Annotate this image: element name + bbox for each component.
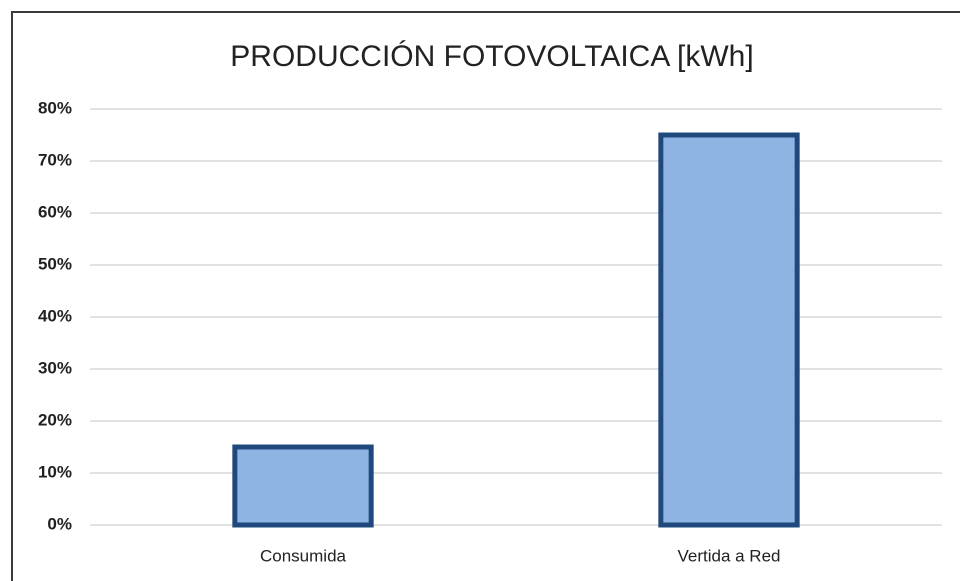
y-tick-label: 70% bbox=[38, 150, 72, 169]
chart-title: PRODUCCIÓN FOTOVOLTAICA [kWh] bbox=[230, 40, 753, 73]
y-tick-label: 50% bbox=[38, 254, 72, 273]
y-tick-label: 30% bbox=[38, 358, 72, 377]
x-tick-label: Consumida bbox=[260, 546, 347, 565]
y-tick-label: 10% bbox=[38, 462, 72, 481]
y-tick-label: 0% bbox=[47, 514, 72, 533]
y-tick-label: 80% bbox=[38, 98, 72, 117]
chart-border bbox=[11, 11, 960, 581]
y-tick-label: 40% bbox=[38, 306, 72, 325]
y-tick-label: 20% bbox=[38, 410, 72, 429]
x-tick-label: Vertida a Red bbox=[677, 546, 780, 565]
bar bbox=[658, 132, 800, 528]
y-tick-label: 60% bbox=[38, 202, 72, 221]
bar bbox=[232, 444, 374, 528]
